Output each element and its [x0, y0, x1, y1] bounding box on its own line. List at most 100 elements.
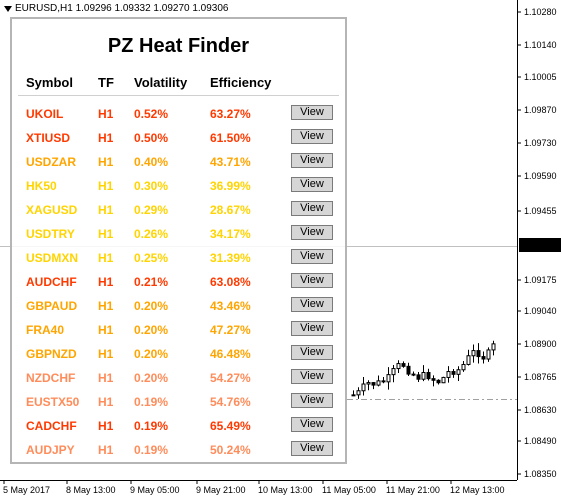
- volatility-cell: 0.50%: [134, 131, 169, 145]
- header-efficiency: Efficiency: [210, 75, 272, 90]
- table-row: EUSTX50 H1 0.19% 54.76% View: [12, 391, 345, 415]
- efficiency-cell: 50.24%: [210, 443, 251, 457]
- view-button[interactable]: View: [291, 441, 333, 456]
- current-price-box: [519, 238, 561, 252]
- efficiency-cell: 31.39%: [210, 251, 251, 265]
- date-tick-label: 9 May 21:00: [196, 485, 246, 495]
- candle-body: [446, 371, 451, 378]
- view-button[interactable]: View: [291, 129, 333, 144]
- candle-body: [441, 376, 446, 384]
- tf-cell: H1: [98, 419, 114, 433]
- view-button[interactable]: View: [291, 177, 333, 192]
- table-row: XTIUSD H1 0.50% 61.50% View: [12, 127, 345, 151]
- date-tick-label: 10 May 13:00: [258, 485, 313, 495]
- table-row: XAGUSD H1 0.29% 28.67% View: [12, 199, 345, 223]
- chart-title: EURUSD,H1 1.09296 1.09332 1.09270 1.0930…: [4, 3, 229, 14]
- candle-body: [361, 383, 366, 392]
- volatility-cell: 0.30%: [134, 179, 169, 193]
- table-row: AUDJPY H1 0.19% 50.24% View: [12, 439, 345, 463]
- view-button[interactable]: View: [291, 345, 333, 360]
- candle-body: [401, 363, 406, 367]
- date-tick-label: 5 May 2017: [3, 485, 50, 495]
- price-tick-label: 1.08490: [524, 436, 557, 446]
- candle-body: [391, 368, 396, 376]
- volatility-cell: 0.21%: [134, 275, 169, 289]
- tf-cell: H1: [98, 299, 114, 313]
- symbol-cell: USDZAR: [26, 155, 76, 169]
- view-button[interactable]: View: [291, 225, 333, 240]
- price-tick-label: 1.09175: [524, 275, 557, 285]
- view-button[interactable]: View: [291, 321, 333, 336]
- view-button[interactable]: View: [291, 273, 333, 288]
- symbol-cell: USDTRY: [26, 227, 75, 241]
- symbol-cell: NZDCHF: [26, 371, 76, 385]
- tf-cell: H1: [98, 203, 114, 217]
- candle-body: [481, 356, 486, 360]
- header-divider: [18, 95, 339, 96]
- view-button[interactable]: View: [291, 417, 333, 432]
- price-tick-label: 1.08900: [524, 339, 557, 349]
- table-row: GBPAUD H1 0.20% 43.46% View: [12, 295, 345, 319]
- table-row: USDMXN H1 0.25% 31.39% View: [12, 247, 345, 271]
- efficiency-cell: 63.27%: [210, 107, 251, 121]
- candle-body: [486, 349, 491, 360]
- price-tick-label: 1.09730: [524, 138, 557, 148]
- volatility-cell: 0.26%: [134, 227, 169, 241]
- efficiency-cell: 54.76%: [210, 395, 251, 409]
- efficiency-cell: 34.17%: [210, 227, 251, 241]
- candle-body: [471, 350, 476, 357]
- header-symbol: Symbol: [26, 75, 73, 90]
- view-button[interactable]: View: [291, 105, 333, 120]
- candle-body: [431, 378, 436, 381]
- price-tick-label: 1.08630: [524, 405, 557, 415]
- efficiency-cell: 61.50%: [210, 131, 251, 145]
- date-tick-label: 11 May 21:00: [386, 485, 440, 495]
- tf-cell: H1: [98, 131, 114, 145]
- header-volatility: Volatility: [134, 75, 188, 90]
- price-tick-label: 1.10280: [524, 7, 557, 17]
- heat-finder-panel: PZ Heat Finder Symbol TF Volatility Effi…: [10, 17, 347, 464]
- table-row: HK50 H1 0.30% 36.99% View: [12, 175, 345, 199]
- price-tick-label: 1.08765: [524, 372, 557, 382]
- header-tf: TF: [98, 75, 114, 90]
- price-tick-label: 1.08350: [524, 469, 557, 479]
- table-row: NZDCHF H1 0.20% 54.27% View: [12, 367, 345, 391]
- date-tick-label: 12 May 13:00: [450, 485, 505, 495]
- symbol-cell: XTIUSD: [26, 131, 71, 145]
- symbol-cell: EUSTX50: [26, 395, 80, 409]
- table-row: USDTRY H1 0.26% 34.17% View: [12, 223, 345, 247]
- view-button[interactable]: View: [291, 297, 333, 312]
- tf-cell: H1: [98, 227, 114, 241]
- efficiency-cell: 46.48%: [210, 347, 251, 361]
- view-button[interactable]: View: [291, 393, 333, 408]
- view-button[interactable]: View: [291, 153, 333, 168]
- view-button[interactable]: View: [291, 201, 333, 216]
- tf-cell: H1: [98, 107, 114, 121]
- tf-cell: H1: [98, 179, 114, 193]
- tf-cell: H1: [98, 275, 114, 289]
- candle-body: [491, 343, 496, 351]
- candle-body: [421, 371, 426, 380]
- volatility-cell: 0.29%: [134, 203, 169, 217]
- date-axis: 5 May 2017 8 May 13:00 9 May 05:00 9 May 21…: [3, 480, 505, 495]
- view-button[interactable]: View: [291, 249, 333, 264]
- view-button[interactable]: View: [291, 369, 333, 384]
- volatility-cell: 0.52%: [134, 107, 169, 121]
- candle-body: [396, 363, 401, 370]
- candle-body: [376, 380, 381, 386]
- tf-cell: H1: [98, 251, 114, 265]
- dropdown-triangle-icon[interactable]: [4, 5, 12, 12]
- symbol-cell: AUDJPY: [26, 443, 75, 457]
- panel-title: PZ Heat Finder: [107, 35, 250, 57]
- symbol-cell: USDMXN: [26, 251, 79, 265]
- candle-body: [416, 374, 421, 380]
- tf-cell: H1: [98, 371, 114, 385]
- tf-cell: H1: [98, 395, 114, 409]
- candle-body: [461, 363, 466, 371]
- table-row: USDZAR H1 0.40% 43.71% View: [12, 151, 345, 175]
- volatility-cell: 0.20%: [134, 347, 169, 361]
- efficiency-cell: 63.08%: [210, 275, 251, 289]
- volatility-cell: 0.20%: [134, 299, 169, 313]
